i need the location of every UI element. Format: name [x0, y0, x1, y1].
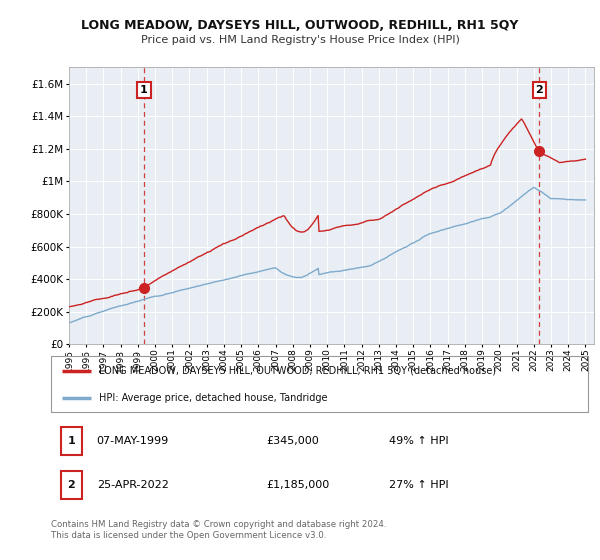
Text: 2: 2 — [535, 85, 543, 95]
Text: Contains HM Land Registry data © Crown copyright and database right 2024.
This d: Contains HM Land Registry data © Crown c… — [51, 520, 386, 540]
Text: 49% ↑ HPI: 49% ↑ HPI — [389, 436, 449, 446]
Text: £1,185,000: £1,185,000 — [266, 480, 329, 489]
Text: LONG MEADOW, DAYSEYS HILL, OUTWOOD, REDHILL, RH1 5QY (detached house): LONG MEADOW, DAYSEYS HILL, OUTWOOD, REDH… — [100, 366, 496, 376]
Text: 07-MAY-1999: 07-MAY-1999 — [97, 436, 169, 446]
Bar — [61, 471, 82, 498]
Text: £345,000: £345,000 — [266, 436, 319, 446]
Text: 25-APR-2022: 25-APR-2022 — [97, 480, 169, 489]
Text: Price paid vs. HM Land Registry's House Price Index (HPI): Price paid vs. HM Land Registry's House … — [140, 35, 460, 45]
Text: LONG MEADOW, DAYSEYS HILL, OUTWOOD, REDHILL, RH1 5QY: LONG MEADOW, DAYSEYS HILL, OUTWOOD, REDH… — [82, 18, 518, 32]
Bar — [61, 427, 82, 455]
Text: 27% ↑ HPI: 27% ↑ HPI — [389, 480, 449, 489]
Text: 1: 1 — [68, 436, 75, 446]
Text: 2: 2 — [68, 480, 75, 489]
Text: HPI: Average price, detached house, Tandridge: HPI: Average price, detached house, Tand… — [100, 393, 328, 403]
Text: 1: 1 — [140, 85, 148, 95]
